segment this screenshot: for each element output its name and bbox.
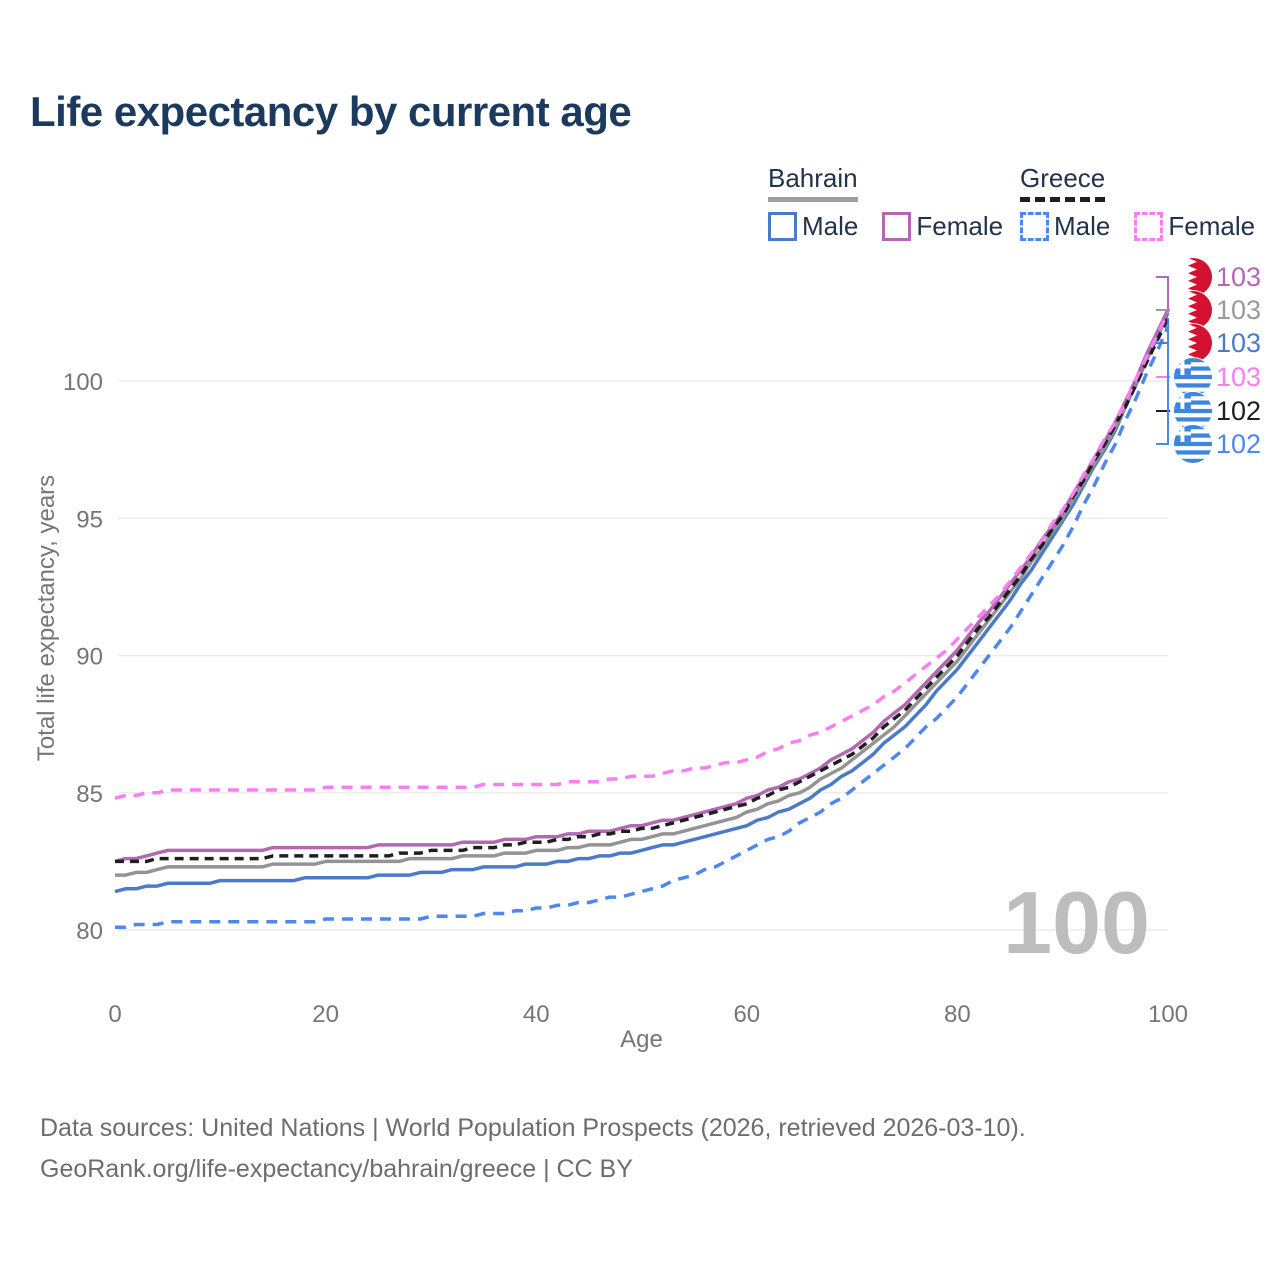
source-note-line1: Data sources: United Nations | World Pop… (40, 1114, 1026, 1142)
legend-item-label: Male (802, 211, 859, 241)
legend-item-bahrain-female: Female (882, 211, 1003, 242)
greece-female-swatch-icon (1134, 212, 1164, 241)
end-label-value: 103 (1216, 294, 1262, 325)
svg-text:0: 0 (108, 1001, 121, 1028)
svg-text:100: 100 (1148, 1001, 1188, 1028)
end-label-value: 102 (1216, 395, 1262, 426)
legend-item-label: Male (1054, 211, 1111, 241)
source-note: Data sources: United Nations | World Pop… (40, 1108, 1026, 1190)
y-axis-title: Total life expectancy, years (33, 474, 60, 762)
svg-text:85: 85 (76, 781, 103, 808)
svg-text:80: 80 (944, 1001, 971, 1028)
source-note-line2: GeoRank.org/life-expectancy/bahrain/gree… (40, 1155, 633, 1183)
end-label-bahrain-total: 103 (1174, 291, 1261, 329)
legend-item-label: Female (916, 211, 1004, 241)
svg-text:80: 80 (76, 918, 103, 945)
end-label-value: 103 (1216, 361, 1262, 392)
svg-text:90: 90 (76, 644, 103, 671)
legend-item-label: Female (1168, 211, 1256, 241)
legend-group-bahrain: Bahrain Male Female (768, 163, 1027, 242)
end-label-value: 103 (1216, 261, 1262, 292)
svg-text:60: 60 (733, 1001, 760, 1028)
chart-title: Life expectancy by current age (30, 88, 632, 135)
greece-flag-icon (1174, 425, 1212, 463)
legend-item-greece-male: Male (1020, 211, 1110, 242)
end-label-greece-female: 103 (1174, 358, 1261, 396)
svg-text:40: 40 (523, 1001, 550, 1028)
end-label-greece-total: 102 (1174, 392, 1261, 430)
bahrain-female-swatch-icon (882, 212, 912, 241)
age-watermark: 100 (1003, 873, 1150, 972)
svg-text:100: 100 (63, 369, 103, 396)
bahrain-flag-icon (1174, 291, 1212, 329)
end-label-value: 103 (1216, 327, 1262, 358)
end-label-bahrain-female: 103 (1174, 258, 1261, 296)
legend-item-greece-female: Female (1134, 211, 1255, 242)
legend-item-bahrain-male: Male (768, 211, 858, 242)
svg-text:20: 20 (312, 1001, 339, 1028)
legend-group-greece: Greece Male Female (1020, 163, 1279, 242)
legend-greece-label: Greece (1020, 163, 1106, 202)
bahrain-flag-icon (1174, 258, 1212, 296)
greece-flag-icon (1174, 392, 1212, 430)
svg-text:95: 95 (76, 506, 103, 533)
greece-male-swatch-icon (1020, 212, 1049, 241)
greece-flag-icon (1174, 358, 1212, 396)
end-label-bahrain-male: 103 (1174, 324, 1261, 362)
legend-bahrain-label: Bahrain (768, 163, 858, 202)
x-axis-title: Age (620, 1026, 663, 1053)
bahrain-male-swatch-icon (768, 212, 797, 241)
end-label-value: 102 (1216, 428, 1262, 459)
end-label-greece-male: 102 (1174, 425, 1261, 463)
bahrain-flag-icon (1174, 324, 1212, 362)
